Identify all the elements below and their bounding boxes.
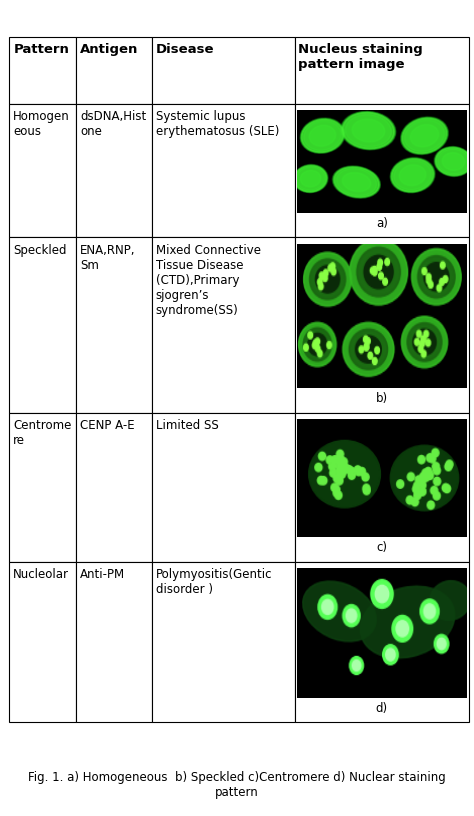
Text: dsDNA,Hist
one: dsDNA,Hist one xyxy=(80,110,146,138)
Text: Homogen
eous: Homogen eous xyxy=(13,110,70,138)
Bar xyxy=(294,104,469,237)
Text: Anti-PM: Anti-PM xyxy=(80,568,125,581)
Bar xyxy=(76,561,152,722)
Text: ENA,RNP,
Sm: ENA,RNP, Sm xyxy=(80,244,136,272)
Text: Limited SS: Limited SS xyxy=(156,419,219,432)
Bar xyxy=(152,237,294,413)
Bar xyxy=(9,104,76,237)
Bar xyxy=(9,37,76,104)
Bar xyxy=(294,561,469,722)
Bar xyxy=(294,37,469,104)
Text: Centrome
re: Centrome re xyxy=(13,419,72,447)
Bar xyxy=(152,561,294,722)
Bar xyxy=(152,413,294,561)
Bar xyxy=(76,413,152,561)
Bar xyxy=(152,37,294,104)
Text: Polymyositis(Gentic
disorder ): Polymyositis(Gentic disorder ) xyxy=(156,568,272,596)
Text: b): b) xyxy=(376,392,388,406)
Bar xyxy=(9,237,76,413)
Bar xyxy=(76,237,152,413)
Text: Pattern: Pattern xyxy=(13,43,69,56)
Bar xyxy=(9,413,76,561)
Text: Disease: Disease xyxy=(156,43,214,56)
Text: Antigen: Antigen xyxy=(80,43,138,56)
Bar xyxy=(9,561,76,722)
Bar xyxy=(76,37,152,104)
Text: Nucleolar: Nucleolar xyxy=(13,568,69,581)
Text: a): a) xyxy=(376,217,388,230)
Text: CENP A-E: CENP A-E xyxy=(80,419,135,432)
Text: Nucleus staining
pattern image: Nucleus staining pattern image xyxy=(298,43,423,71)
Bar xyxy=(76,104,152,237)
Text: Systemic lupus
erythematosus (SLE): Systemic lupus erythematosus (SLE) xyxy=(156,110,279,138)
Text: c): c) xyxy=(376,541,387,554)
Text: Speckled: Speckled xyxy=(13,244,67,257)
Text: Mixed Connective
Tissue Disease
(CTD),Primary
sjogren’s
syndrome(SS): Mixed Connective Tissue Disease (CTD),Pr… xyxy=(156,244,261,317)
Bar xyxy=(294,237,469,413)
Bar xyxy=(152,104,294,237)
Bar xyxy=(294,413,469,561)
Text: Fig. 1. a) Homogeneous  b) Speckled c)Centromere d) Nuclear staining
pattern: Fig. 1. a) Homogeneous b) Speckled c)Cen… xyxy=(28,771,446,799)
Text: d): d) xyxy=(376,702,388,715)
